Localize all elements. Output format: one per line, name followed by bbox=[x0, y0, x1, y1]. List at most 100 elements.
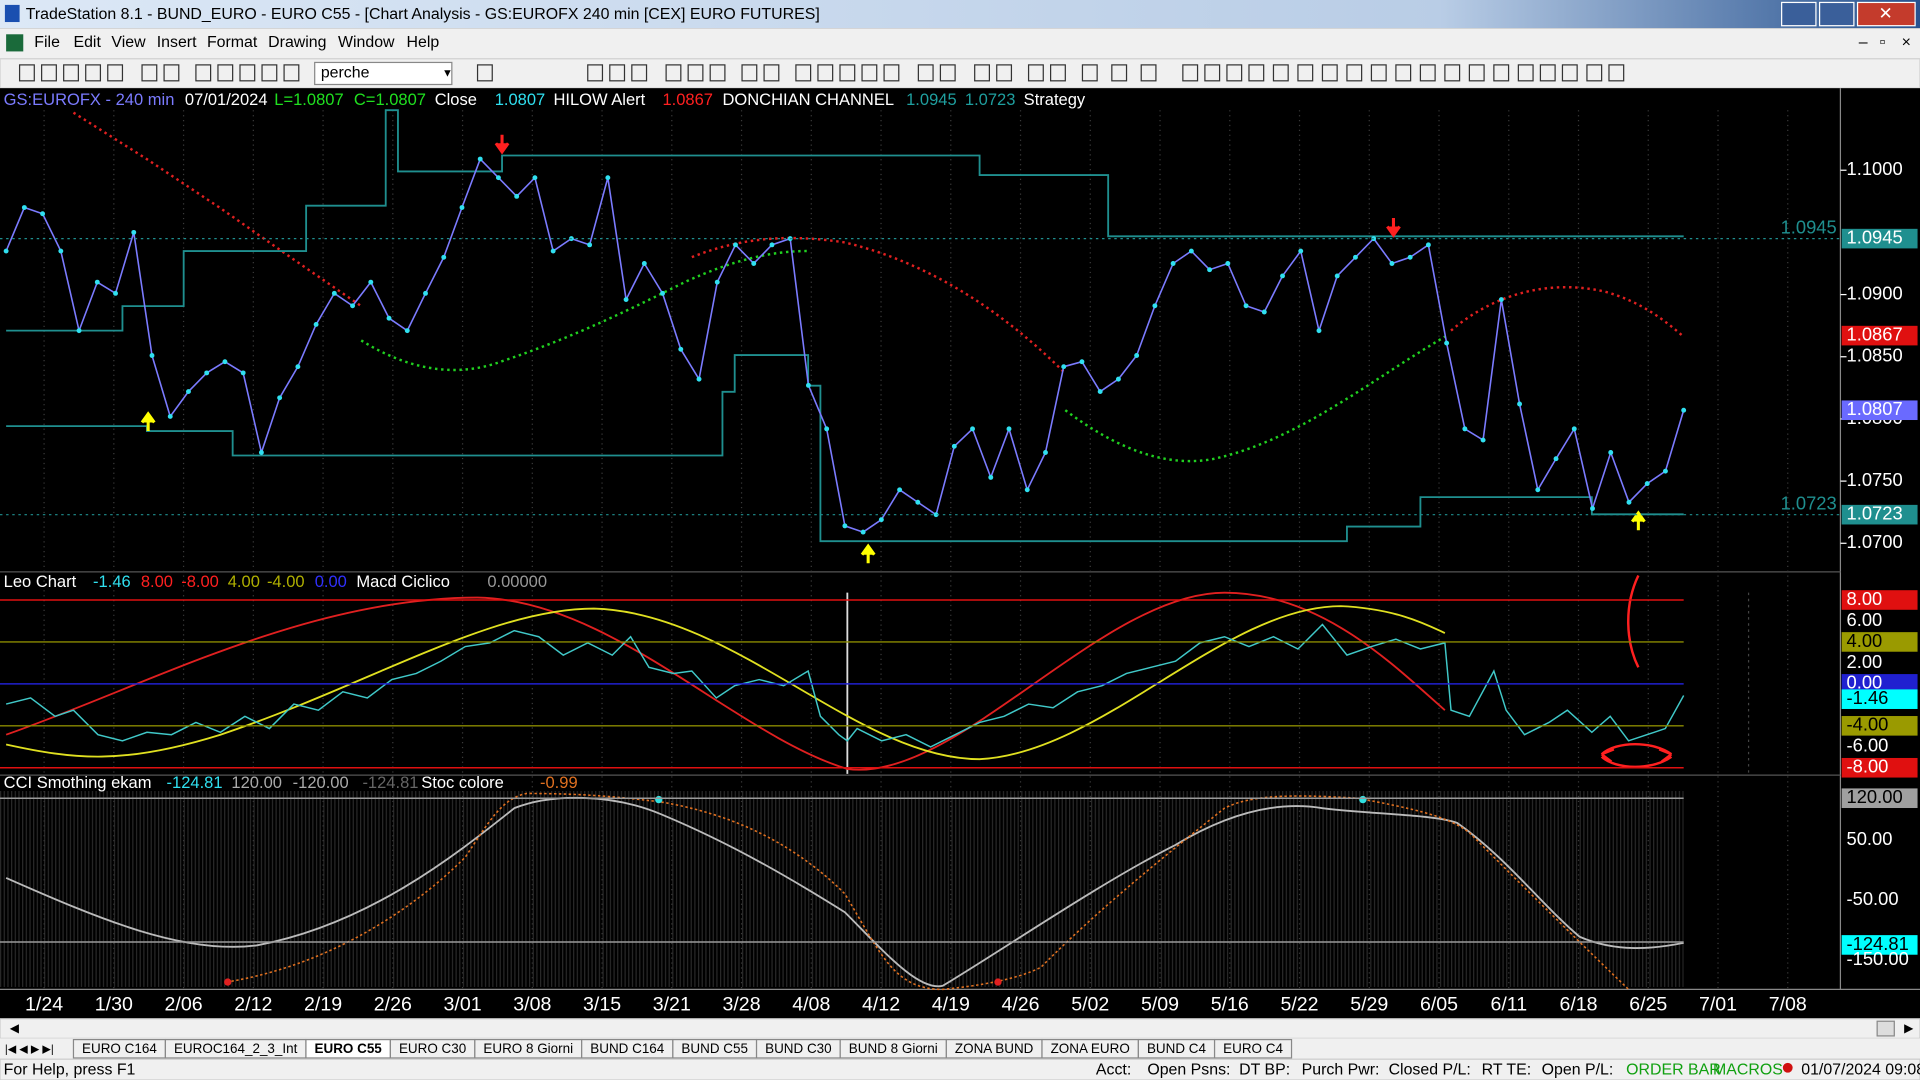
toolbar-button[interactable] bbox=[1140, 64, 1157, 82]
toolbar-button[interactable] bbox=[996, 64, 1013, 82]
tab[interactable]: EURO C30 bbox=[389, 1038, 476, 1059]
tab-label[interactable]: EUROC164_2_3_Int bbox=[174, 1041, 298, 1056]
tab[interactable]: BUND C55 bbox=[672, 1038, 758, 1059]
toolbar-button[interactable] bbox=[1346, 64, 1363, 82]
toolbar-button[interactable] bbox=[239, 64, 256, 82]
tab[interactable]: EURO C55 bbox=[305, 1038, 391, 1059]
toolbar-button[interactable] bbox=[741, 64, 758, 82]
toolbar-button[interactable] bbox=[839, 64, 856, 82]
mdi-min[interactable]: – bbox=[1859, 34, 1868, 51]
toolbar-button[interactable] bbox=[939, 64, 956, 82]
toolbar-button[interactable] bbox=[1321, 64, 1338, 82]
toolbar-button[interactable] bbox=[1493, 64, 1510, 82]
mdi-close[interactable]: × bbox=[1902, 34, 1911, 51]
toolbar-button[interactable] bbox=[1182, 64, 1199, 82]
toolbar-button[interactable] bbox=[709, 64, 726, 82]
tab-label[interactable]: EURO C30 bbox=[399, 1041, 466, 1056]
toolbar-button[interactable] bbox=[1444, 64, 1461, 82]
toolbar-button[interactable] bbox=[63, 64, 79, 82]
tab-label[interactable]: ZONA BUND bbox=[955, 1041, 1034, 1056]
close-button[interactable] bbox=[1856, 1, 1916, 27]
toolbar-button[interactable] bbox=[1248, 64, 1265, 82]
toolbar-button[interactable] bbox=[974, 64, 990, 82]
toolbar-button[interactable] bbox=[817, 64, 834, 82]
menu-item[interactable]: Insert bbox=[157, 34, 197, 51]
tab-label[interactable]: BUND C30 bbox=[765, 1041, 832, 1056]
toolbar-button[interactable] bbox=[1608, 64, 1625, 82]
tab[interactable]: EURO C164 bbox=[72, 1038, 167, 1059]
tab-shape[interactable] bbox=[1213, 1038, 1293, 1059]
order-bar[interactable]: ORDER BAR bbox=[1626, 1061, 1721, 1078]
tab-nav[interactable]: |◀ ◀ ▶ ▶| bbox=[5, 1043, 54, 1055]
macros[interactable]: MACROS bbox=[1713, 1061, 1783, 1078]
toolbar-button[interactable] bbox=[1081, 64, 1098, 82]
toolbar-button[interactable] bbox=[609, 64, 626, 82]
toolbar-button[interactable] bbox=[861, 64, 878, 82]
symbol-combo[interactable] bbox=[314, 61, 453, 86]
toolbar-button[interactable] bbox=[763, 64, 780, 82]
toolbar-button[interactable] bbox=[795, 64, 812, 82]
toolbar-button[interactable] bbox=[1419, 64, 1436, 82]
toolbar-button[interactable] bbox=[1297, 64, 1314, 82]
toolbar-button[interactable] bbox=[587, 64, 604, 82]
toolbar-button[interactable] bbox=[1027, 64, 1044, 82]
menu-item[interactable]: Drawing bbox=[268, 34, 326, 51]
menu-item[interactable]: Format bbox=[207, 34, 258, 51]
tab[interactable]: BUND C30 bbox=[755, 1038, 841, 1059]
scrollbar[interactable] bbox=[0, 1018, 1920, 1039]
toolbar-button[interactable] bbox=[195, 64, 212, 82]
toolbar-button[interactable] bbox=[1272, 64, 1289, 82]
tab-label[interactable]: BUND C55 bbox=[681, 1041, 748, 1056]
menu-item[interactable]: File bbox=[34, 34, 60, 51]
toolbar-button[interactable] bbox=[665, 64, 682, 82]
toolbar-button[interactable] bbox=[1586, 64, 1603, 82]
toolbar-button[interactable] bbox=[1111, 64, 1128, 82]
tab-label[interactable]: ZONA EURO bbox=[1051, 1041, 1130, 1056]
toolbar-button[interactable] bbox=[283, 64, 300, 82]
minimize-button[interactable] bbox=[1781, 1, 1817, 27]
tab-label[interactable]: BUND 8 Giorni bbox=[849, 1041, 938, 1056]
tab-label[interactable]: EURO 8 Giorni bbox=[483, 1041, 573, 1056]
toolbar-button[interactable] bbox=[883, 64, 900, 82]
toolbar-button[interactable] bbox=[1370, 64, 1387, 82]
toolbar-button[interactable] bbox=[1395, 64, 1412, 82]
tab-label[interactable]: EURO C55 bbox=[315, 1041, 383, 1056]
toolbar-button[interactable] bbox=[141, 64, 158, 82]
tab[interactable]: ZONA BUND bbox=[945, 1038, 1043, 1059]
toolbar-button[interactable] bbox=[163, 64, 180, 82]
toolbar-button[interactable] bbox=[107, 64, 124, 82]
tab[interactable]: BUND 8 Giorni bbox=[839, 1038, 947, 1059]
toolbar-button[interactable] bbox=[1226, 64, 1243, 82]
menu-item[interactable]: Window bbox=[338, 34, 395, 51]
toolbar-button[interactable] bbox=[917, 64, 934, 82]
tab[interactable]: ZONA EURO bbox=[1041, 1038, 1139, 1059]
tab[interactable]: EUROC164_2_3_Int bbox=[164, 1038, 307, 1059]
toolbar-button[interactable] bbox=[1050, 64, 1066, 82]
toolbar-button[interactable] bbox=[41, 64, 57, 82]
toolbar-button[interactable] bbox=[1468, 64, 1485, 82]
menu-item[interactable]: Edit bbox=[73, 34, 101, 51]
tab[interactable]: BUND C4 bbox=[1137, 1038, 1216, 1059]
toolbar-button[interactable] bbox=[85, 64, 102, 82]
tab[interactable]: BUND C164 bbox=[581, 1038, 674, 1059]
mdi-restore[interactable]: ▫ bbox=[1880, 34, 1886, 51]
toolbar-button[interactable] bbox=[1517, 64, 1534, 82]
scroll-thumb[interactable] bbox=[1876, 1020, 1895, 1037]
toolbar-button[interactable] bbox=[1204, 64, 1221, 82]
menu-item[interactable]: View bbox=[111, 34, 146, 51]
scroll-right[interactable]: ▶ bbox=[1904, 1021, 1914, 1035]
maximize-button[interactable] bbox=[1818, 1, 1855, 27]
tab[interactable]: EURO C4 bbox=[1213, 1038, 1293, 1059]
toolbar-button[interactable] bbox=[217, 64, 234, 82]
tab[interactable]: EURO 8 Giorni bbox=[474, 1038, 583, 1059]
tab-label[interactable]: BUND C164 bbox=[590, 1041, 665, 1056]
menu-item[interactable]: Help bbox=[407, 34, 440, 51]
tab-label[interactable]: BUND C4 bbox=[1147, 1041, 1207, 1056]
toolbar-button[interactable] bbox=[687, 64, 704, 82]
toolbar-button[interactable] bbox=[1561, 64, 1578, 82]
scroll-left[interactable]: ◀ bbox=[10, 1021, 20, 1035]
toolbar-button[interactable] bbox=[1539, 64, 1556, 82]
tab-label[interactable]: EURO C4 bbox=[1223, 1041, 1283, 1056]
tab-label[interactable]: EURO C164 bbox=[82, 1041, 157, 1056]
toolbar-button[interactable] bbox=[476, 64, 493, 82]
